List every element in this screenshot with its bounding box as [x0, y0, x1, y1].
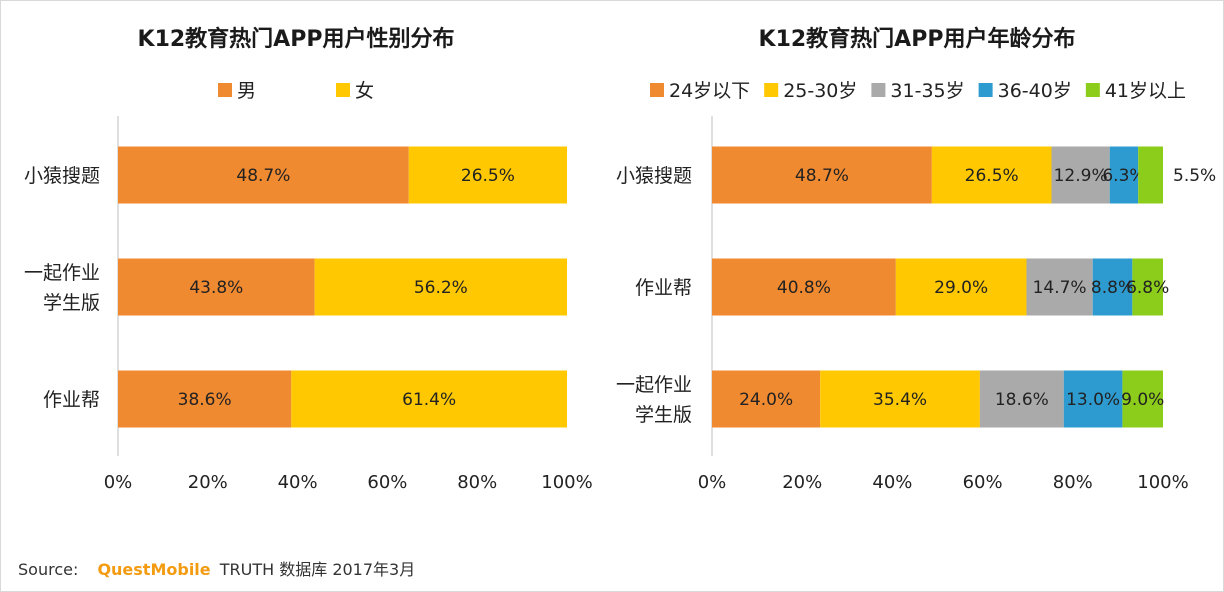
bar-segment: [712, 146, 932, 204]
data-label: 40.8%: [777, 278, 831, 298]
bar-segment: [1026, 258, 1093, 316]
data-label: 14.7%: [1033, 278, 1087, 298]
bar-segment: [1051, 146, 1110, 204]
age-distribution-chart: K12教育热门APP用户年龄分布 24岁以下 25-30岁 31-35岁 36-40岁 4…: [616, 26, 1216, 493]
x-tick-label: 80%: [457, 472, 497, 493]
source-note: Source: QuestMobile TRUTH 数据库 2017年3月: [18, 556, 415, 580]
source-brand: QuestMobile: [97, 560, 211, 579]
bar-segment: [979, 370, 1064, 428]
legend-label: 24岁以下: [669, 80, 750, 102]
legend-label: 女: [355, 80, 374, 102]
source-text: TRUTH 数据库 2017年3月: [219, 560, 416, 579]
bar-segment: [1138, 146, 1163, 204]
data-label: 12.9%: [1054, 166, 1108, 186]
category-label: 作业帮: [635, 277, 692, 299]
data-label: 18.6%: [995, 390, 1049, 410]
data-label: 24.0%: [739, 390, 793, 410]
data-label: 48.7%: [795, 166, 849, 186]
chart-title: K12教育热门APP用户性别分布: [138, 26, 455, 52]
legend-label: 31-35岁: [890, 80, 964, 102]
bar-segment: [820, 370, 980, 428]
data-label: 9.0%: [1121, 390, 1164, 410]
bar-segment: [712, 370, 821, 428]
data-label: 48.7%: [236, 166, 290, 186]
x-tick-label: 60%: [367, 472, 407, 493]
bar-segment: [1092, 258, 1133, 316]
legend-label: 41岁以上: [1105, 80, 1186, 102]
bar-segment: [1122, 370, 1163, 428]
data-label: 35.4%: [873, 390, 927, 410]
category-label: 小猿搜题: [24, 165, 100, 187]
x-tick-label: 20%: [188, 472, 228, 493]
data-label: 26.5%: [965, 166, 1019, 186]
category-label: 一起作业学生版: [24, 262, 100, 314]
bar-segment: [314, 258, 567, 316]
data-label: 8.8%: [1091, 278, 1134, 298]
category-label: 小猿搜题: [616, 165, 692, 187]
legend-label: 男: [237, 80, 256, 102]
legend-swatch: [978, 83, 993, 97]
data-label: 6.8%: [1126, 278, 1169, 298]
legend-swatch: [336, 83, 350, 97]
data-label: 5.5%: [1173, 166, 1216, 186]
bar-segment: [118, 258, 315, 316]
x-tick-label: 0%: [104, 472, 133, 493]
data-label: 61.4%: [402, 390, 456, 410]
data-label: 56.2%: [414, 278, 468, 298]
bar-segment: [118, 370, 292, 428]
data-label: 29.0%: [934, 278, 988, 298]
bar-segment: [118, 146, 409, 204]
data-label: 6.3%: [1102, 166, 1145, 186]
legend-swatch: [1085, 83, 1100, 97]
bar-segment: [895, 258, 1027, 316]
legend-label: 25-30岁: [783, 80, 857, 102]
x-tick-label: 20%: [782, 472, 822, 493]
bar-segment: [1132, 258, 1163, 316]
data-label: 26.5%: [461, 166, 515, 186]
category-label: 作业帮: [43, 389, 100, 411]
source-label: Source:: [18, 560, 79, 579]
x-tick-label: 60%: [963, 472, 1003, 493]
bar-segment: [408, 146, 567, 204]
x-tick-label: 80%: [1053, 472, 1093, 493]
bar-segment: [291, 370, 567, 428]
x-tick-label: 40%: [872, 472, 912, 493]
bar-segment: [931, 146, 1052, 204]
legend-swatch: [764, 83, 779, 97]
x-tick-label: 0%: [698, 472, 727, 493]
x-tick-label: 40%: [278, 472, 318, 493]
legend-swatch: [871, 83, 886, 97]
legend-swatch: [218, 83, 232, 97]
legend-label: 36-40岁: [998, 80, 1072, 102]
data-label: 13.0%: [1066, 390, 1120, 410]
bar-segment: [1063, 370, 1123, 428]
category-label: 一起作业学生版: [616, 374, 692, 426]
x-tick-label: 100%: [1137, 472, 1188, 493]
x-tick-label: 100%: [541, 472, 592, 493]
data-label: 43.8%: [189, 278, 243, 298]
bar-segment: [1109, 146, 1139, 204]
bar-segment: [712, 258, 896, 316]
data-label: 38.6%: [178, 390, 232, 410]
legend-swatch: [650, 83, 664, 97]
chart-title: K12教育热门APP用户年龄分布: [759, 26, 1076, 52]
